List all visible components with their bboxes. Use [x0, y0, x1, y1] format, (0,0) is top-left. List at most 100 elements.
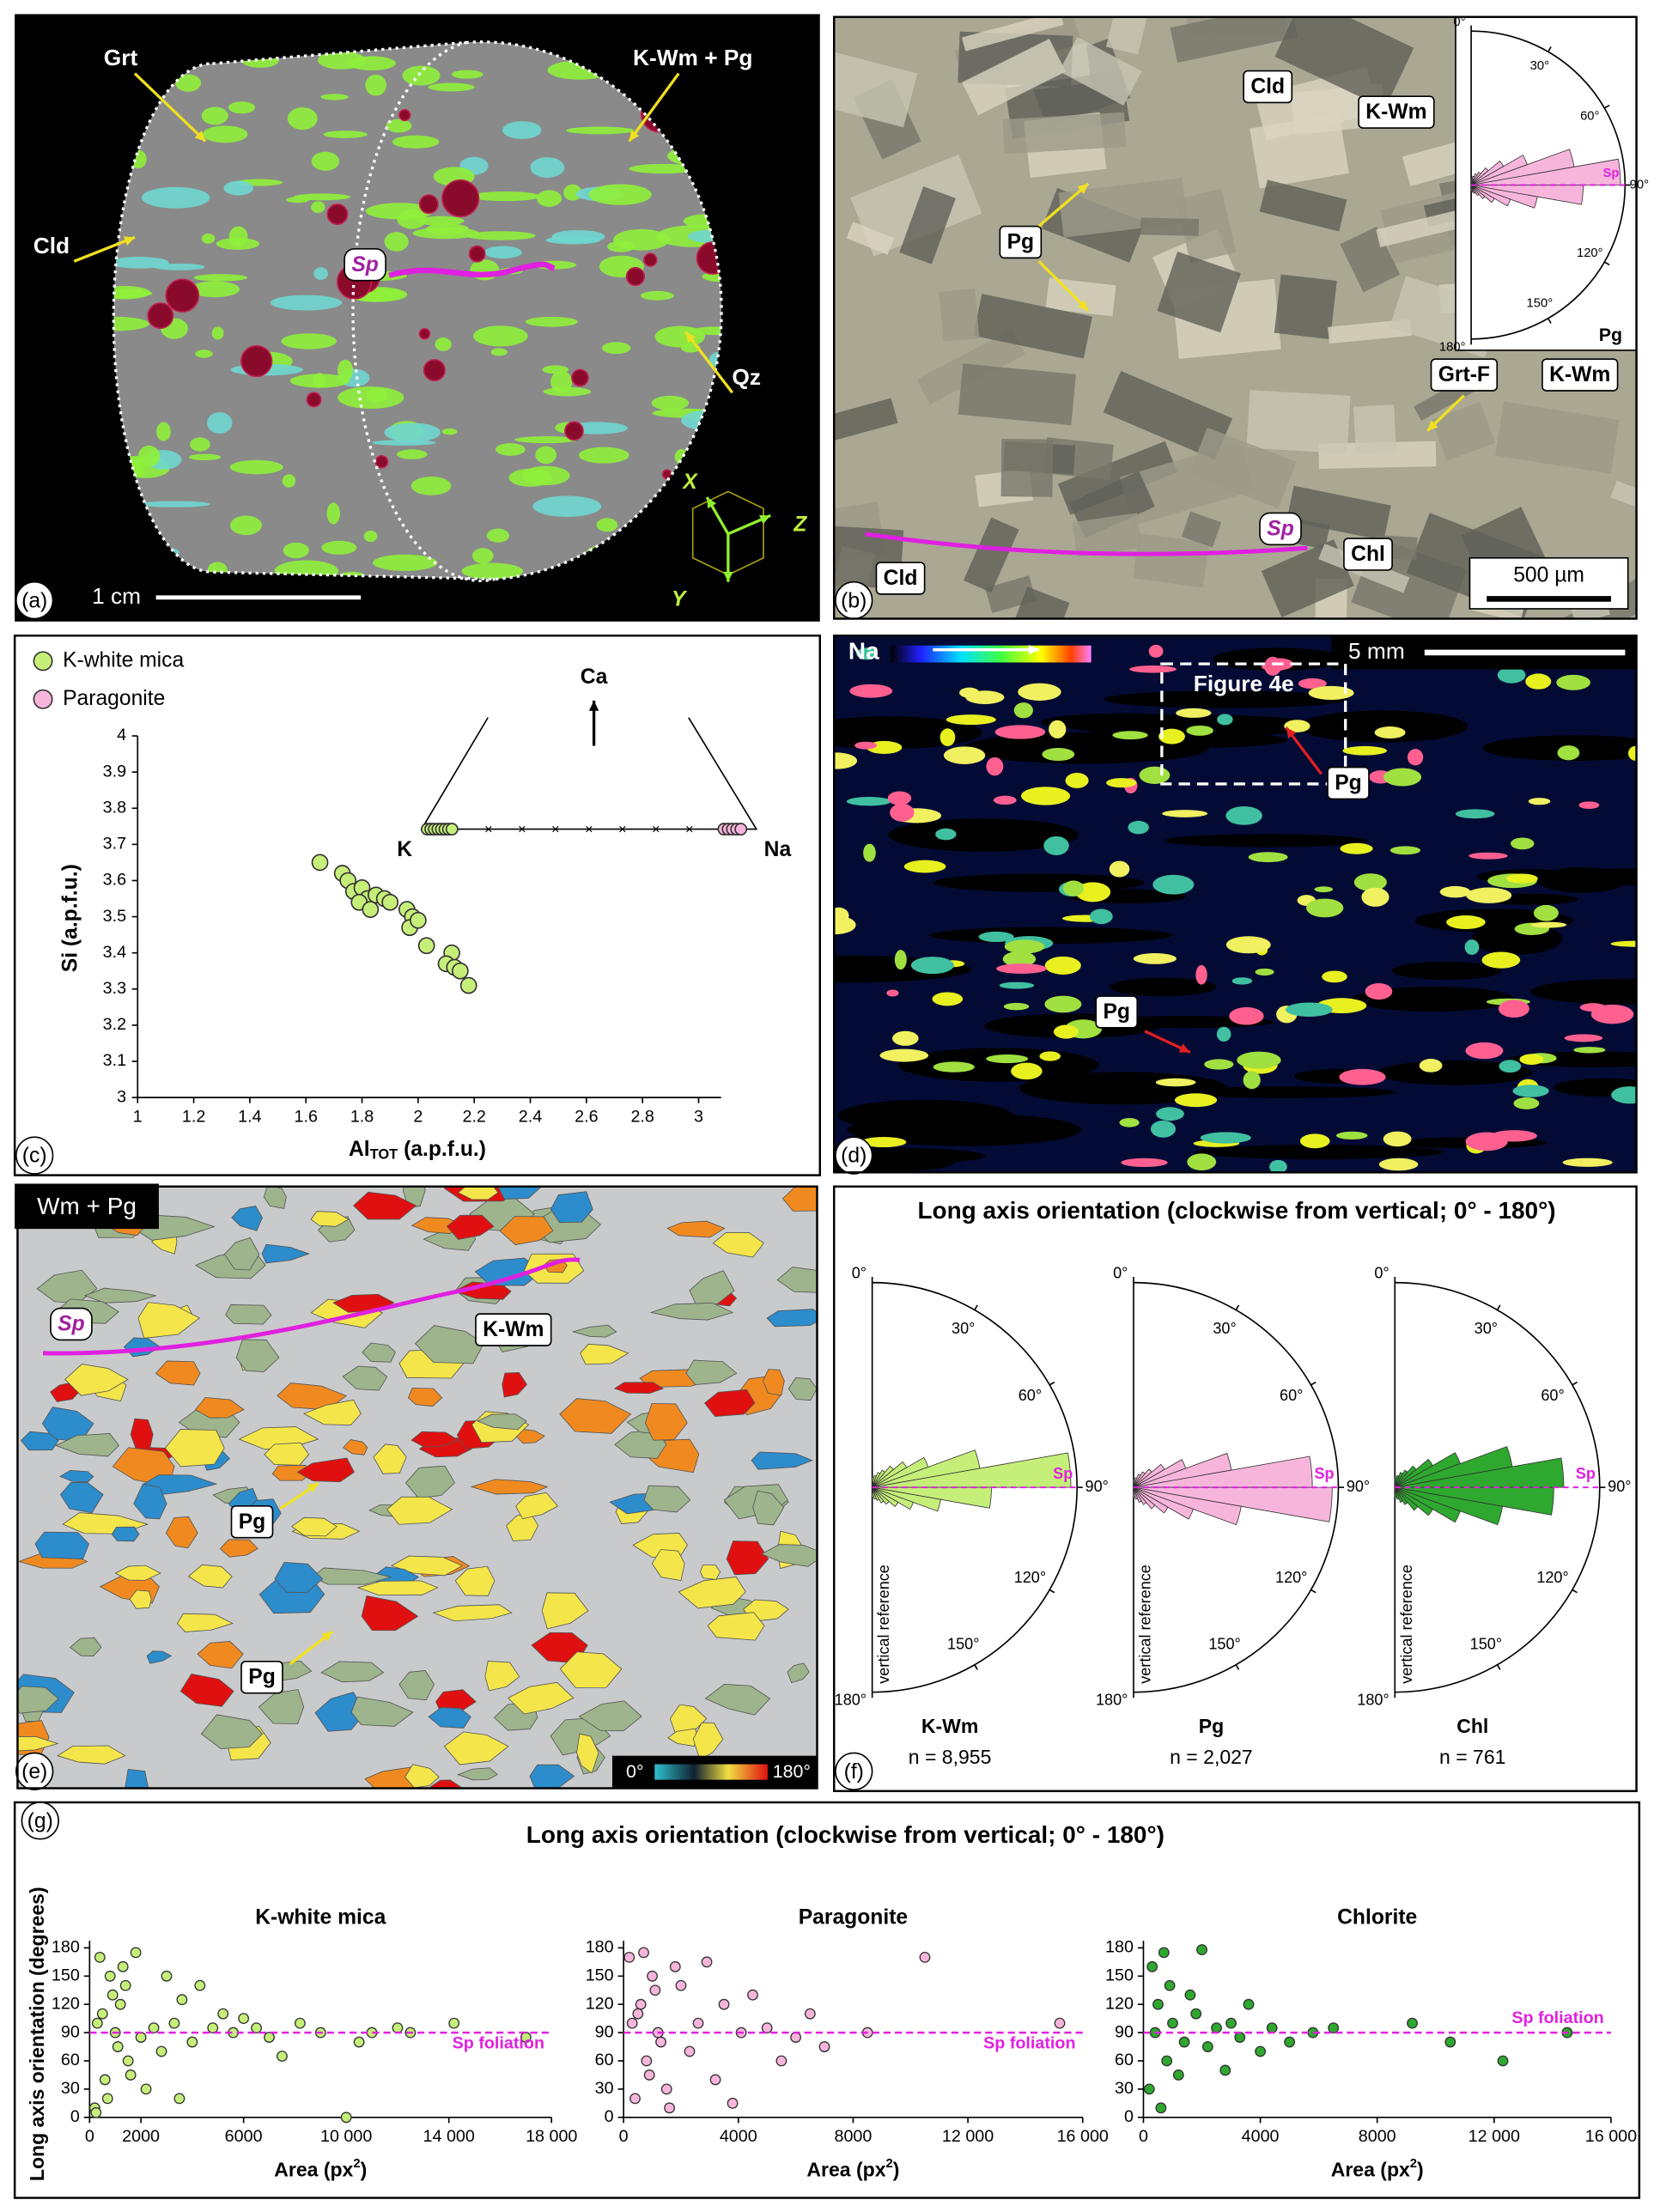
- mica-patch: [223, 180, 254, 196]
- data-point: [410, 911, 427, 929]
- mica-patch: [607, 240, 635, 252]
- na-grain: [1498, 1000, 1529, 1018]
- grain-polygon: [263, 1186, 287, 1209]
- grain-polygon: [515, 1492, 559, 1520]
- mica-patch: [270, 295, 343, 311]
- theta-tick-label: 180°: [1357, 1691, 1389, 1708]
- panel-label-bg: [835, 1752, 873, 1790]
- data-point: [238, 2013, 250, 2025]
- theta-tick-label: 60°: [1541, 1387, 1564, 1404]
- mica-patch: [228, 226, 248, 247]
- label-box-bg: [999, 225, 1043, 259]
- y-tick-label: 30: [595, 2079, 614, 2098]
- black-band: [1104, 690, 1347, 708]
- na-grain: [1499, 1060, 1522, 1073]
- mica-patch: [426, 223, 469, 234]
- rose-wedge: [1470, 185, 1511, 207]
- mica-patch: [154, 263, 205, 270]
- mica-patch: [502, 121, 542, 139]
- mica-patch: [392, 135, 440, 149]
- mineral-label: K-Wm: [1549, 363, 1610, 386]
- data-point: [1444, 2036, 1456, 2048]
- data-point: [448, 2017, 460, 2029]
- garnet: [326, 204, 349, 226]
- na-grain: [1466, 887, 1512, 903]
- na-grain: [903, 860, 946, 873]
- rose-wedge: [1394, 1486, 1404, 1504]
- y-tick-label: 3.2: [103, 1015, 126, 1034]
- na-grain: [1497, 666, 1526, 684]
- mica-patch: [141, 186, 210, 209]
- grain-polygon: [414, 1325, 484, 1364]
- data-point: [709, 2074, 721, 2086]
- theta-tick: [1049, 1589, 1055, 1594]
- mica-patch: [537, 190, 562, 207]
- data-point: [1219, 2064, 1231, 2076]
- mica-patch: [201, 233, 216, 244]
- na-grain: [863, 843, 876, 862]
- data-point: [217, 2008, 229, 2020]
- grain-polygon: [64, 1364, 129, 1396]
- mica-patch: [410, 477, 452, 495]
- label-box-bg: [1243, 70, 1293, 104]
- legend-marker: [33, 651, 53, 672]
- rose-wedge: [1470, 185, 1495, 204]
- grain-polygon: [541, 1592, 589, 1630]
- rose-wedge: [1394, 1486, 1400, 1500]
- axis-name: Z: [793, 513, 807, 536]
- garnet: [571, 368, 589, 387]
- x-tick-label: 3: [694, 1107, 703, 1126]
- arrow-line: [73, 235, 136, 263]
- theta-tick: [974, 1664, 978, 1670]
- na-grain: [933, 1061, 975, 1073]
- garnet: [468, 245, 486, 263]
- data-point: [1497, 2055, 1509, 2067]
- arrow-head: [759, 514, 771, 525]
- mineral-label: Chl: [1351, 543, 1385, 566]
- inset-label: Figure 4e: [1194, 671, 1294, 696]
- na-grain: [1557, 745, 1580, 761]
- na-grain: [1407, 749, 1424, 766]
- grain-polygon: [187, 1564, 233, 1589]
- garnet: [165, 278, 200, 313]
- mica-patch: [521, 465, 570, 486]
- grain-polygon: [712, 1231, 764, 1258]
- rose-wedge: [1394, 1486, 1408, 1505]
- ternary-tick: [519, 825, 526, 833]
- theta-tick-label: 120°: [1536, 1569, 1568, 1586]
- image-title: Wm + Pg: [37, 1193, 137, 1219]
- na-grain: [1225, 805, 1262, 825]
- grain: [834, 398, 898, 444]
- data-point: [176, 1994, 188, 2006]
- data-point: [161, 1970, 173, 1982]
- mica-patch: [525, 316, 578, 327]
- rose-wedge: [1470, 185, 1486, 200]
- na-grain: [1573, 1047, 1606, 1054]
- data-point: [251, 2022, 262, 2034]
- data-point: [122, 2055, 134, 2067]
- garnet: [398, 108, 411, 122]
- foliation-label: Sp: [58, 1312, 85, 1335]
- axis-name: X: [681, 471, 698, 494]
- mineral-label: Pg: [248, 1666, 276, 1689]
- mica-patch: [470, 191, 541, 202]
- na-grain: [1243, 1071, 1261, 1090]
- grain: [1495, 401, 1620, 474]
- arrow-head: [194, 131, 206, 142]
- mineral-label: Cld: [1250, 76, 1285, 99]
- ternary-tick: [552, 825, 559, 833]
- data-point: [1158, 1947, 1170, 1959]
- mica-patch: [690, 326, 722, 336]
- grain-polygon: [111, 1526, 140, 1542]
- legend-label: K-white mica: [63, 648, 184, 672]
- label-box: Cld: [1243, 70, 1293, 104]
- label-box: Pg: [240, 1660, 283, 1694]
- na-grain: [1148, 644, 1164, 658]
- grain: [1376, 207, 1474, 247]
- na-grain: [1383, 1131, 1412, 1147]
- sample-cylinder: [113, 41, 722, 580]
- data-point: [629, 2093, 641, 2105]
- na-grain: [886, 989, 899, 997]
- grain-polygon: [356, 1580, 439, 1595]
